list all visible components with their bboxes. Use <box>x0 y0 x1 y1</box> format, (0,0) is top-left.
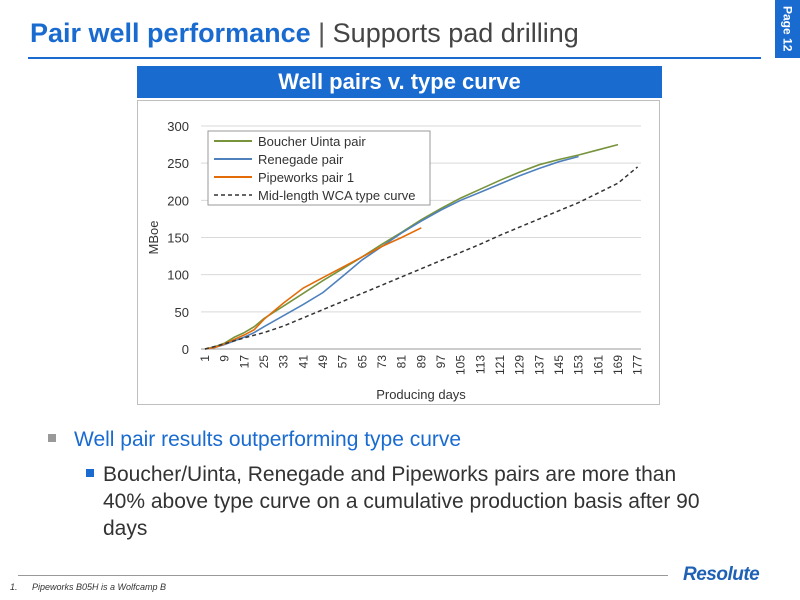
slide-subtitle: Supports pad drilling <box>332 18 579 48</box>
x-tick-label: 161 <box>591 355 605 375</box>
title-underline <box>28 57 761 59</box>
series-line-mid-length-wca-type-curve <box>204 166 639 350</box>
square-bullet-icon <box>86 469 94 477</box>
footnote-divider <box>18 575 668 576</box>
page-number-label: Page 12 <box>780 6 795 52</box>
resolute-logo: Resolute <box>683 564 760 585</box>
x-tick-label: 169 <box>611 355 625 375</box>
x-tick-label: 49 <box>316 355 330 369</box>
x-axis-title: Producing days <box>376 387 466 402</box>
y-tick-label: 50 <box>175 305 189 320</box>
y-tick-label: 100 <box>167 268 189 283</box>
x-tick-label: 97 <box>434 355 448 369</box>
x-tick-label: 65 <box>355 355 369 369</box>
y-tick-label: 150 <box>167 231 189 246</box>
y-tick-label: 0 <box>182 342 189 357</box>
series-line-boucher-uinta-pair <box>204 143 619 350</box>
x-tick-label: 9 <box>218 355 232 362</box>
x-tick-label: 25 <box>257 355 271 369</box>
x-tick-label: 129 <box>513 355 527 375</box>
x-tick-label: 137 <box>532 355 546 375</box>
slide-title: Pair well performance | Supports pad dri… <box>30 18 579 49</box>
y-axis-title: MBoe <box>146 221 161 255</box>
x-tick-label: 1 <box>198 355 212 362</box>
chart-container: 0 50 100 150 200 250 300 1 9 17 25 33 41 49 57 65 73 81 89… <box>137 100 660 405</box>
x-tick-label: 41 <box>296 355 310 369</box>
y-tick-label: 250 <box>167 156 189 171</box>
x-tick-label: 89 <box>414 355 428 369</box>
x-tick-label: 33 <box>277 355 291 369</box>
footnote-text: Pipeworks B05H is a Wolfcamp B <box>32 582 167 592</box>
slide-title-bold: Pair well performance <box>30 18 311 48</box>
y-tick-label: 300 <box>167 119 189 134</box>
square-bullet-icon <box>48 434 56 442</box>
bullet-level1-text: Well pair results outperforming type cur… <box>74 428 462 451</box>
x-tick-label: 113 <box>473 355 487 374</box>
y-tick-label: 200 <box>167 193 189 208</box>
x-tick-label: 81 <box>395 355 409 369</box>
chart-header: Well pairs v. type curve <box>137 66 662 98</box>
slide-title-separator: | <box>318 18 326 48</box>
footnote: 1. Pipeworks B05H is a Wolfcamp B <box>10 582 166 592</box>
x-tick-label: 17 <box>237 355 251 369</box>
footnote-number: 1. <box>10 582 18 592</box>
line-chart: 0 50 100 150 200 250 300 1 9 17 25 33 41 49 57 65 73 81 89… <box>146 119 645 402</box>
bullet-level2-text: Boucher/Uinta, Renegade and Pipeworks pa… <box>103 463 700 540</box>
x-tick-label: 153 <box>572 355 586 375</box>
legend-label: Renegade pair <box>258 152 344 167</box>
x-tick-label: 105 <box>454 355 468 375</box>
legend-box <box>207 130 431 206</box>
legend-label: Boucher Uinta pair <box>258 134 366 149</box>
x-tick-label: 73 <box>375 355 389 369</box>
page-number-tab: Page 12 <box>775 0 800 58</box>
legend-label: Mid-length WCA type curve <box>258 188 416 203</box>
x-tick-label: 177 <box>631 355 645 375</box>
legend-label: Pipeworks pair 1 <box>258 170 354 185</box>
x-tick-label: 145 <box>552 355 566 375</box>
x-tick-label: 57 <box>336 355 350 369</box>
series-line-pipeworks-pair-1 <box>204 227 422 350</box>
x-tick-label: 121 <box>493 355 507 375</box>
